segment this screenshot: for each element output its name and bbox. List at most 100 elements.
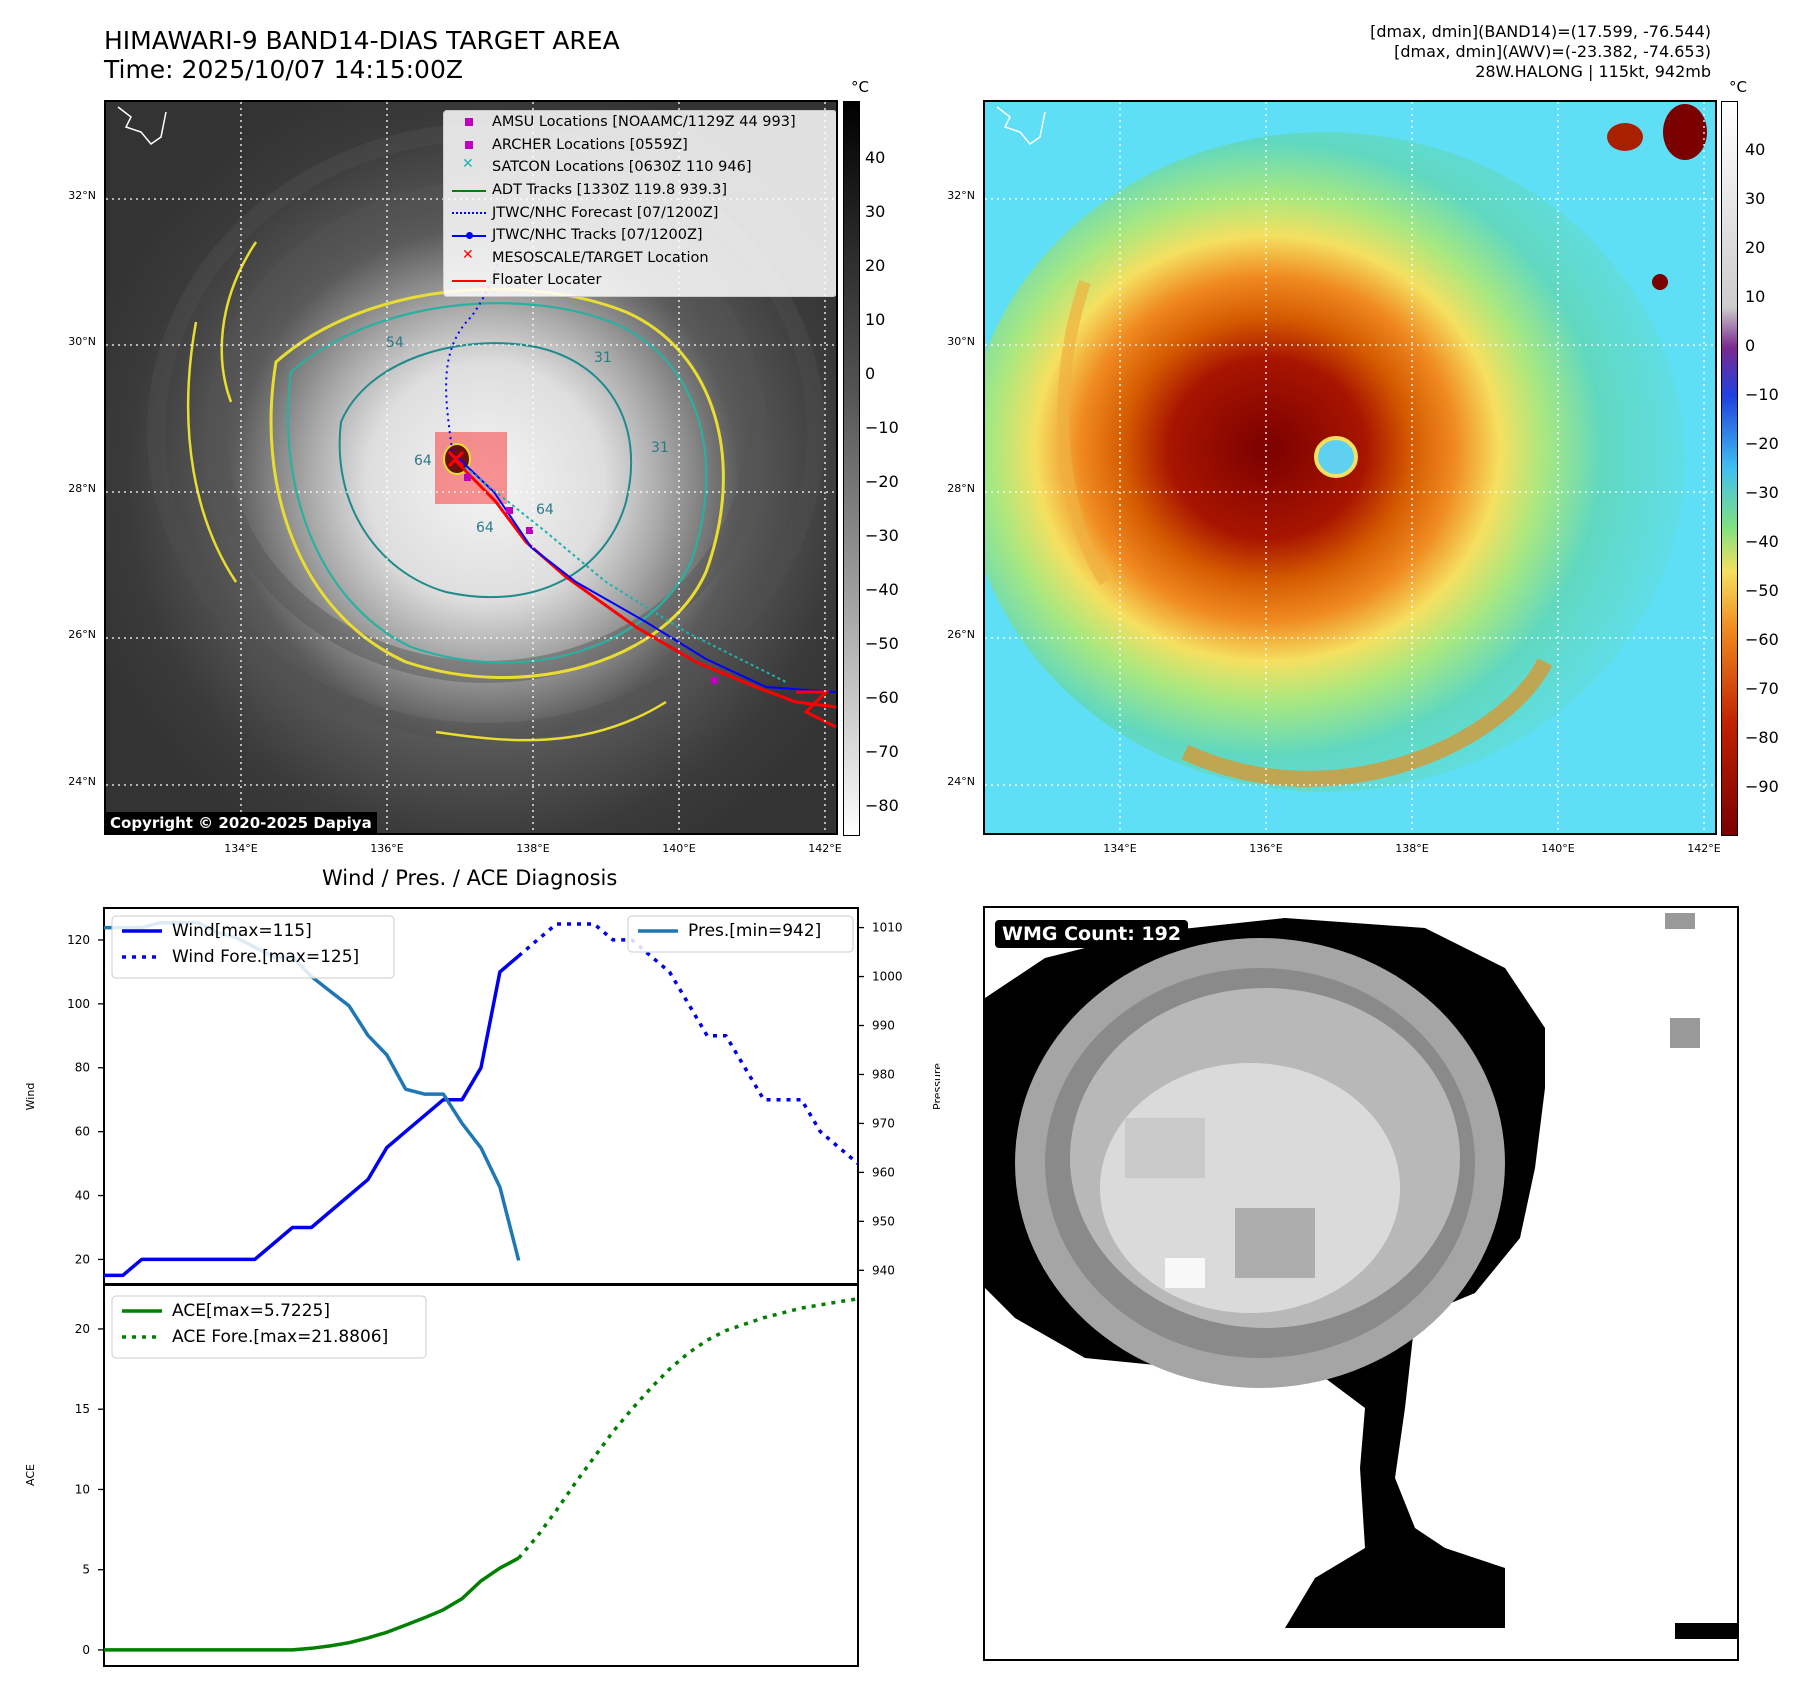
lon-label: 136°E	[1249, 842, 1283, 855]
y-tick-label: 40	[75, 1189, 90, 1203]
y2-tick-label: 1000	[872, 970, 903, 984]
contour-label: 54	[386, 335, 404, 351]
right-colorbar-unit: °C	[1729, 78, 1747, 96]
x-marker-icon: ✕	[462, 246, 474, 263]
series-line	[104, 1556, 520, 1652]
y-tick-label: 120	[67, 933, 90, 947]
stats-line3: 28W.HALONG | 115kt, 942mb	[1475, 62, 1711, 81]
left-colorbar-tick: 30	[865, 202, 886, 221]
lat-label: 24°N	[68, 775, 96, 788]
stats-line2: [dmax, dmin](AWV)=(-23.382, -74.653)	[1394, 42, 1711, 61]
left-colorbar-tick: −40	[865, 580, 899, 599]
left-colorbar-tick: 40	[865, 148, 886, 167]
y-tick-label: 10	[75, 1482, 90, 1496]
legend-item-adt: ADT Tracks [1330Z 119.8 939.3]	[448, 179, 832, 202]
dotted-line-icon	[452, 211, 486, 214]
contour-label: 31	[594, 350, 612, 366]
color-ir-map-panel	[983, 100, 1717, 835]
lon-label: 134°E	[224, 842, 258, 855]
lat-label: 28°N	[947, 482, 975, 495]
line-marker-icon	[452, 190, 486, 193]
legend-item-floater: Floater Locater	[448, 269, 832, 292]
right-colorbar-tick: −20	[1745, 434, 1779, 453]
y2-tick-label: 960	[872, 1165, 895, 1179]
y-tick-label: 5	[82, 1563, 90, 1577]
lat-label: 26°N	[947, 628, 975, 641]
y2-tick-label: 950	[872, 1214, 895, 1228]
right-colorbar-tick: −40	[1745, 532, 1779, 551]
lon-label: 142°E	[1687, 842, 1721, 855]
contour-label: 31	[651, 440, 669, 456]
series-line	[517, 922, 860, 1165]
plot-frame	[103, 1283, 859, 1667]
y-tick-label: 100	[67, 997, 90, 1011]
chart-legend	[627, 915, 854, 953]
figure-title: HIMAWARI-9 BAND14-DIAS TARGET AREA Time:…	[104, 26, 620, 84]
wmg-panel: WMG Count: 192	[983, 906, 1739, 1661]
y2-tick-label: 980	[872, 1067, 895, 1081]
lat-label: 28°N	[68, 482, 96, 495]
chart-legend	[111, 915, 395, 979]
lon-label: 138°E	[516, 842, 550, 855]
y-axis-label: Wind	[24, 1083, 37, 1111]
y2-tick-label: 970	[872, 1116, 895, 1130]
ace-chart: 0 5 10 15 20 ACE ACE[max=5.7225] ACE Fore.[max=…	[24, 1283, 859, 1667]
wind-pressure-chart: 20 40 60 80 100 120 940 950 960 970 980 990 1000 1010…	[24, 907, 940, 1286]
lat-label: 32°N	[68, 189, 96, 202]
y2-axis-label: Pressure	[931, 1063, 940, 1110]
x-marker-icon: ✕	[462, 156, 474, 173]
left-colorbar-tick: −70	[865, 742, 899, 761]
right-colorbar-tick: −90	[1745, 777, 1779, 796]
y-tick-label: 20	[75, 1252, 90, 1266]
series-line	[104, 954, 520, 1278]
wmg-image	[985, 913, 1737, 1639]
left-colorbar-tick: −60	[865, 688, 899, 707]
square-marker-icon	[465, 118, 473, 127]
lon-label: 140°E	[1541, 842, 1575, 855]
lat-label: 26°N	[68, 628, 96, 641]
series-line	[517, 1297, 859, 1560]
legend-item-satcon: ✕ SATCON Locations [0630Z 110 946]	[462, 156, 752, 176]
legend-item-amsu: AMSU Locations [NOAAMC/1129Z 44 993]	[448, 111, 832, 134]
y-tick-label: 15	[75, 1402, 90, 1416]
legend-item-archer: ARCHER Locations [0559Z]	[448, 134, 832, 157]
left-colorbar-tick: 0	[865, 364, 876, 383]
legend-label: Pres.[min=942]	[688, 921, 821, 941]
y2-tick-label: 990	[872, 1019, 895, 1033]
left-colorbar-tick: −30	[865, 526, 899, 545]
lon-label: 136°E	[370, 842, 404, 855]
lon-label: 138°E	[1395, 842, 1429, 855]
right-colorbar	[1721, 101, 1738, 836]
y2-tick-label: 940	[872, 1263, 895, 1277]
lat-label: 24°N	[947, 775, 975, 788]
left-colorbar-tick: −80	[865, 796, 899, 815]
lon-label: 134°E	[1103, 842, 1137, 855]
legend-label: ACE Fore.[max=21.8806]	[172, 1327, 388, 1347]
left-colorbar	[843, 101, 860, 836]
right-colorbar-tick: 10	[1745, 287, 1766, 306]
color-ir-map-image	[985, 102, 1715, 833]
figure-title-line2: Time: 2025/10/07 14:15:00Z	[104, 55, 463, 84]
right-colorbar-tick: −10	[1745, 385, 1779, 404]
y-tick-label: 20	[75, 1322, 90, 1336]
lon-label: 140°E	[662, 842, 696, 855]
legend-label: ACE[max=5.7225]	[172, 1301, 330, 1321]
y2-tick-label: 1010	[872, 921, 903, 935]
legend-label: Wind Fore.[max=125]	[172, 947, 359, 967]
right-colorbar-tick: −50	[1745, 581, 1779, 600]
y-tick-label: 80	[75, 1061, 90, 1075]
right-colorbar-tick: −30	[1745, 483, 1779, 502]
figure-stats: [dmax, dmin](BAND14)=(17.599, -76.544) […	[1370, 22, 1711, 82]
right-colorbar-tick: −70	[1745, 679, 1779, 698]
y-tick-label: 0	[82, 1643, 90, 1657]
lat-label: 30°N	[947, 335, 975, 348]
legend-item-tracks: JTWC/NHC Tracks [07/1200Z]	[448, 224, 832, 247]
chart-legend	[111, 1295, 427, 1359]
lat-label: 32°N	[947, 189, 975, 202]
legend-item-target: ✕ MESOSCALE/TARGET Location	[462, 246, 709, 266]
map-legend: AMSU Locations [NOAAMC/1129Z 44 993] ARC…	[443, 110, 836, 297]
wmg-count-badge: WMG Count: 192	[995, 920, 1189, 948]
contour-label: 64	[414, 453, 432, 469]
y-axis-label: ACE	[24, 1464, 37, 1486]
legend-item-forecast: JTWC/NHC Forecast [07/1200Z]	[448, 201, 832, 224]
